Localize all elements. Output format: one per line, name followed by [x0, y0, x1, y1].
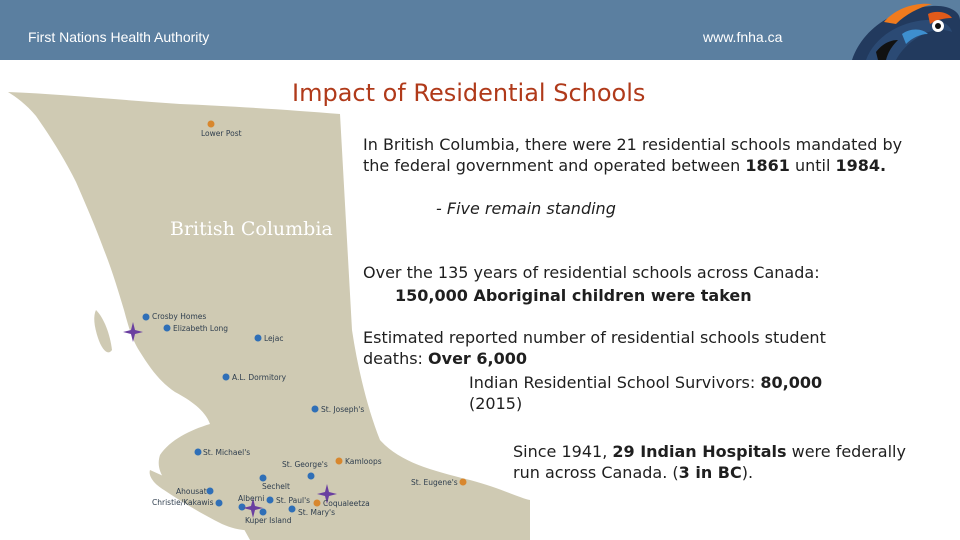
- star-marker-north: [123, 322, 143, 342]
- label-al-dormitory: A.L. Dormitory: [232, 373, 287, 382]
- fnha-logo-icon: [852, 3, 960, 60]
- label-crosby-homes: Crosby Homes: [152, 312, 206, 321]
- label-elizabeth-long: Elizabeth Long: [173, 324, 228, 333]
- p1-year-start: 1861: [745, 156, 790, 175]
- marker-st-josephs: [311, 405, 319, 413]
- p4-middle: were federally run across Canada. (: [513, 442, 906, 482]
- marker-st-georges: [307, 472, 315, 480]
- school-markers: [142, 313, 319, 516]
- website-url[interactable]: www.fnha.ca: [703, 29, 783, 45]
- place-labels: Lower Post Crosby Homes Elizabeth Long L…: [152, 129, 458, 525]
- bc-landmass: [8, 92, 530, 540]
- paragraph-indian-hospitals: Since 1941, 29 Indian Hospitals were fed…: [513, 441, 913, 483]
- label-st-georges: St. George's: [282, 460, 328, 469]
- slide-title: Impact of Residential Schools: [292, 79, 646, 107]
- marker-alberni: [238, 503, 246, 511]
- bc-map-svg: British Columbia: [8, 92, 530, 540]
- label-alberni: Alberni: [238, 494, 264, 503]
- label-st-josephs: St. Joseph's: [321, 405, 364, 414]
- marker-st-pauls: [266, 496, 274, 504]
- marker-st-michaels: [194, 448, 202, 456]
- label-christie-kakawis: Christie/Kakawis: [152, 498, 214, 507]
- star-marker-coqualeetza: [317, 484, 337, 504]
- star-marker-alberni: [243, 498, 263, 518]
- label-kamloops: Kamloops: [345, 457, 382, 466]
- deaths-stat: Over 6,000: [428, 349, 527, 368]
- bc-map: British Columbia: [0, 60, 960, 540]
- survivors-label: Indian Residential School Survivors:: [469, 373, 761, 392]
- label-ahousat: Ahousat: [176, 487, 207, 496]
- p4-intro: Since 1941,: [513, 442, 613, 461]
- marker-kuper-island: [259, 508, 267, 516]
- marker-coqualeetza: [313, 499, 321, 507]
- marker-al-dormitory: [222, 373, 230, 381]
- star-markers: [123, 322, 337, 518]
- label-st-michaels: St. Michael's: [203, 448, 250, 457]
- label-kuper-island: Kuper Island: [245, 516, 292, 525]
- haida-gwaii: [94, 310, 112, 353]
- region-label: British Columbia: [170, 218, 333, 240]
- label-st-eugenes: St. Eugene's: [411, 478, 458, 487]
- marker-christie-kakawis: [215, 499, 223, 507]
- hospitals-bc-stat: 3 in BC: [678, 463, 742, 482]
- label-coqualeetza: Coqualeetza: [323, 499, 370, 508]
- marker-lower-post: [207, 120, 215, 128]
- marker-st-eugenes: [459, 478, 467, 486]
- p1-until: until: [789, 156, 836, 175]
- p3-text: Estimated reported number of residential…: [363, 328, 826, 368]
- label-st-marys: St. Mary's: [298, 508, 335, 517]
- marker-crosby-homes: [142, 313, 150, 321]
- survivors-number: 80,000: [760, 373, 823, 392]
- label-st-pauls: St. Paul's: [276, 496, 310, 505]
- marker-elizabeth-long: [163, 324, 171, 332]
- five-remain-note: - Five remain standing: [436, 199, 616, 218]
- hospitals-stat: 29 Indian Hospitals: [612, 442, 787, 461]
- vancouver-island: [149, 470, 256, 531]
- marker-st-marys: [288, 505, 296, 513]
- org-name: First Nations Health Authority: [28, 29, 210, 45]
- p1-text: In British Columbia, there were 21 resid…: [363, 135, 903, 175]
- marker-kamloops: [335, 457, 343, 465]
- label-sechelt: Sechelt: [262, 482, 290, 491]
- header-bar: First Nations Health Authority www.fnha.…: [0, 0, 960, 60]
- marker-lejac: [254, 334, 262, 342]
- label-lower-post: Lower Post: [201, 129, 242, 138]
- survivors-year: (2015): [469, 394, 523, 413]
- marker-ahousat: [206, 487, 214, 495]
- p1-year-end: 1984.: [835, 156, 887, 175]
- survivors-stat: Indian Residential School Survivors: 80,…: [469, 372, 849, 414]
- paragraph-135-years: Over the 135 years of residential school…: [363, 263, 820, 282]
- marker-sechelt: [259, 474, 267, 482]
- label-lejac: Lejac: [264, 334, 283, 343]
- orange-markers: [207, 120, 467, 507]
- paragraph-student-deaths: Estimated reported number of residential…: [363, 327, 883, 369]
- children-taken-stat: 150,000 Aboriginal children were taken: [395, 286, 752, 305]
- paragraph-bc-schools: In British Columbia, there were 21 resid…: [363, 134, 933, 176]
- p4-end: ).: [741, 463, 754, 482]
